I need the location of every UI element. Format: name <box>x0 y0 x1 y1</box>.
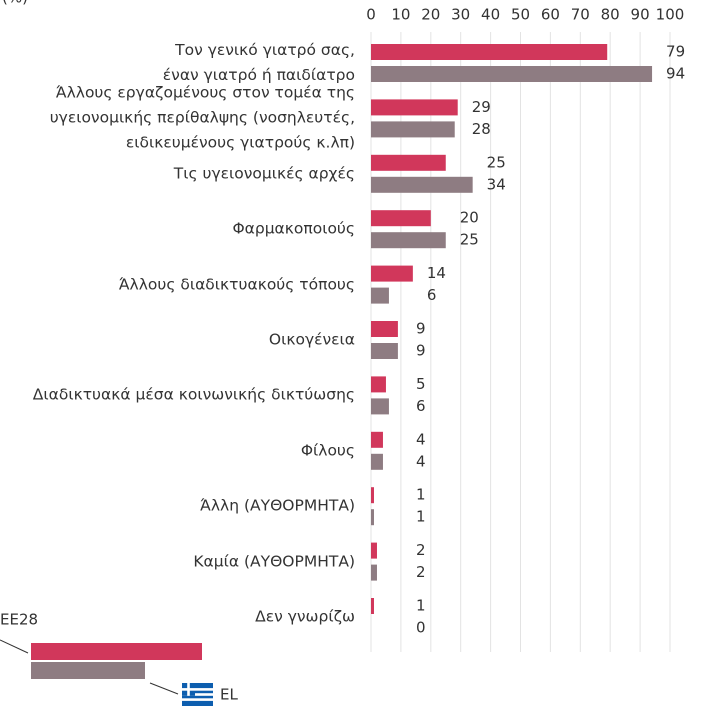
x-tick-label: 30 <box>451 6 470 24</box>
value-label: 14 <box>427 264 446 282</box>
category-label: Καμία (ΑΥΘΟΡΜΗΤΑ) <box>193 552 355 571</box>
value-label: 1 <box>416 508 426 526</box>
bar <box>371 176 473 193</box>
bar <box>371 453 383 470</box>
x-tick-label: 20 <box>421 6 440 24</box>
value-label: 25 <box>460 231 479 249</box>
bar <box>371 287 389 304</box>
legend-label: EL <box>220 686 238 704</box>
category-label: Άλλους εργαζομένους στον τομέα της υγειο… <box>49 83 355 152</box>
category-label: Άλλη (ΑΥΘΟΡΜΗΤΑ) <box>200 496 355 515</box>
value-label: 1 <box>416 486 426 504</box>
x-tick-label: 40 <box>481 6 500 24</box>
value-label: 28 <box>472 120 491 138</box>
bar <box>371 487 374 504</box>
value-label: 9 <box>416 342 426 360</box>
bar <box>371 431 383 448</box>
legend-leader <box>149 682 179 695</box>
value-label: 25 <box>487 153 506 171</box>
chart-title: (%) <box>2 0 28 7</box>
category-label: Άλλους διαδικτυακούς τόπους <box>118 275 355 294</box>
legend-swatch <box>31 662 145 679</box>
bar <box>371 99 458 116</box>
bar <box>371 398 389 415</box>
legend-leader <box>0 639 29 654</box>
bar <box>371 154 446 171</box>
bar <box>371 321 398 337</box>
bar <box>371 210 431 227</box>
bar <box>371 44 608 60</box>
x-tick-label: 0 <box>366 6 376 24</box>
legend-swatch <box>31 643 202 660</box>
x-tick-label: 10 <box>391 6 410 24</box>
legend-label: EE28 <box>0 611 38 629</box>
value-label: 2 <box>416 541 426 559</box>
value-label: 20 <box>460 209 479 227</box>
category-label: Τον γενικό γιατρό σας, έναν γιατρό ή παι… <box>162 41 355 84</box>
value-label: 2 <box>416 563 426 581</box>
category-label: Οικογένεια <box>268 330 355 349</box>
x-tick-label: 90 <box>631 6 650 24</box>
value-label: 4 <box>416 430 426 448</box>
category-label: Διαδικτυακά μέσα κοινωνικής δικτύωσης <box>32 385 355 404</box>
value-label: 1 <box>416 597 426 615</box>
value-label: 79 <box>666 43 685 61</box>
bar <box>371 265 413 282</box>
bar <box>371 66 653 82</box>
bar <box>371 232 446 249</box>
category-label: Φαρμακοποιούς <box>232 219 355 238</box>
value-label: 9 <box>416 320 426 338</box>
x-tick-label: 70 <box>571 6 590 24</box>
value-label: 94 <box>666 65 685 83</box>
value-label: 0 <box>416 619 426 637</box>
category-label: Φίλους <box>300 441 355 460</box>
bar <box>371 598 374 614</box>
bar <box>371 509 374 526</box>
category-label: Τις υγειονομικές αρχές <box>173 164 355 183</box>
value-label: 5 <box>416 375 426 393</box>
x-tick-label: 50 <box>511 6 530 24</box>
bar <box>371 121 455 138</box>
category-label: Δεν γνωρίζω <box>255 607 355 626</box>
value-label: 34 <box>487 175 506 193</box>
value-label: 4 <box>416 452 426 470</box>
x-tick-label: 80 <box>601 6 620 24</box>
x-tick-label: 60 <box>541 6 560 24</box>
value-label: 29 <box>472 98 491 116</box>
value-label: 6 <box>427 286 437 304</box>
bar <box>371 343 398 359</box>
bar <box>371 376 386 393</box>
flag <box>182 683 213 706</box>
bar <box>371 564 377 581</box>
bar <box>371 542 377 559</box>
x-tick-label: 100 <box>656 6 685 24</box>
value-label: 6 <box>416 397 426 415</box>
